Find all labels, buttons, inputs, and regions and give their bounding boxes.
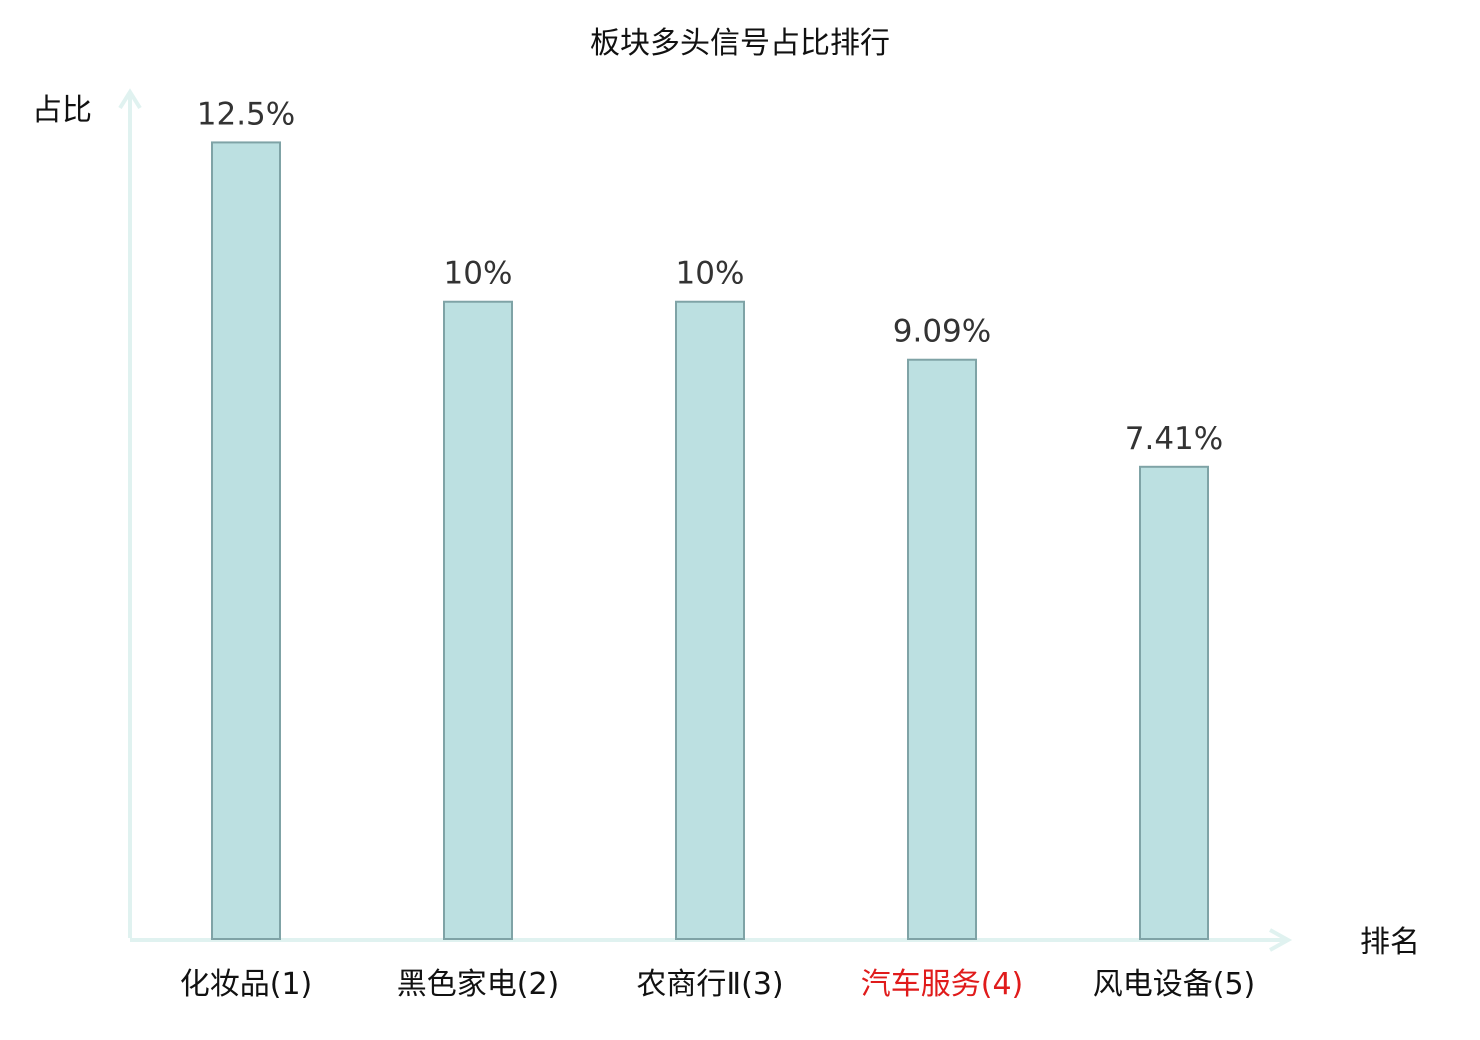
bar-value-label: 9.09% — [893, 314, 991, 350]
category-label: 汽车服务(4) — [861, 967, 1024, 1002]
x-axis — [130, 928, 1293, 952]
value-labels: 12.5% 10% 10% 9.09% 7.41% — [197, 96, 1223, 456]
y-axis — [118, 88, 142, 938]
y-axis-arrow — [118, 88, 142, 110]
bar — [675, 300, 745, 940]
category-label: 黑色家电(2) — [397, 967, 560, 1002]
bar — [1139, 465, 1209, 940]
bar — [443, 300, 513, 940]
x-axis-arrow — [1269, 928, 1293, 952]
category-label: 农商行Ⅱ(3) — [636, 967, 783, 1002]
bar — [211, 141, 281, 940]
category-labels: 化妆品(1) 黑色家电(2) 农商行Ⅱ(3) 汽车服务(4) 风电设备(5) — [180, 967, 1256, 1002]
bar-value-label: 7.41% — [1125, 421, 1223, 457]
bar-value-label: 10% — [676, 256, 745, 292]
y-axis-label: 占比 — [32, 93, 92, 128]
category-label: 化妆品(1) — [180, 967, 313, 1002]
x-axis-label: 排名 — [1360, 925, 1420, 960]
bar-value-label: 12.5% — [197, 96, 295, 132]
bar-value-label: 10% — [444, 256, 513, 292]
bar-series — [211, 141, 1209, 940]
bar — [907, 358, 977, 940]
category-label: 风电设备(5) — [1093, 967, 1256, 1002]
chart-title: 板块多头信号占比排行 — [590, 26, 890, 61]
